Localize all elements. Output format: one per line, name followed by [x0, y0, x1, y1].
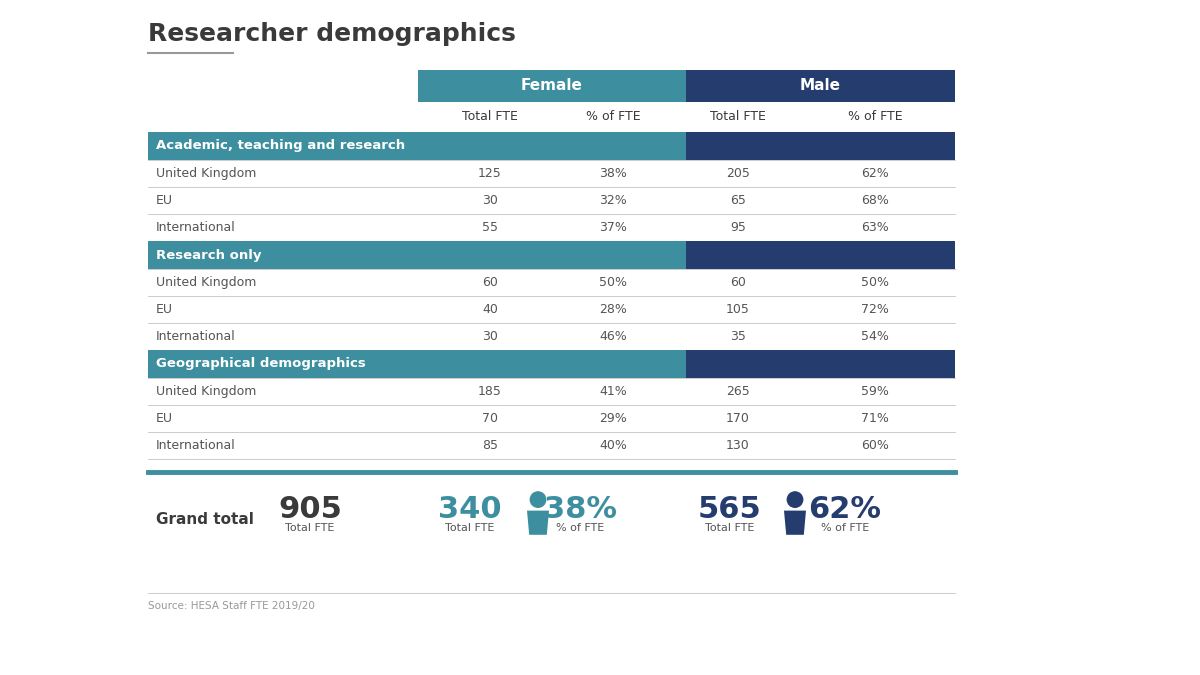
Circle shape — [787, 492, 803, 508]
Text: 70: 70 — [482, 412, 498, 425]
Text: 55: 55 — [482, 221, 498, 234]
Text: 565: 565 — [698, 495, 762, 524]
Text: Researcher demographics: Researcher demographics — [148, 22, 516, 46]
Text: % of FTE: % of FTE — [847, 111, 902, 124]
Text: 72%: 72% — [862, 303, 889, 316]
Text: 71%: 71% — [862, 412, 889, 425]
Text: 30: 30 — [482, 194, 498, 207]
Text: Geographical demographics: Geographical demographics — [156, 358, 366, 371]
Text: International: International — [156, 439, 235, 452]
Text: 50%: 50% — [599, 276, 628, 289]
Text: 63%: 63% — [862, 221, 889, 234]
Text: 59%: 59% — [862, 385, 889, 398]
Text: 37%: 37% — [599, 221, 626, 234]
Circle shape — [530, 492, 546, 508]
Text: Research only: Research only — [156, 248, 262, 261]
Text: 95: 95 — [730, 221, 746, 234]
Text: 41%: 41% — [599, 385, 626, 398]
Text: 35: 35 — [730, 330, 746, 343]
Text: 46%: 46% — [599, 330, 626, 343]
Text: 105: 105 — [726, 303, 750, 316]
Text: Total FTE: Total FTE — [462, 111, 518, 124]
Text: 62%: 62% — [809, 495, 882, 524]
Text: 60: 60 — [482, 276, 498, 289]
Text: 28%: 28% — [599, 303, 626, 316]
Text: 60%: 60% — [862, 439, 889, 452]
Polygon shape — [527, 510, 550, 535]
Text: 40%: 40% — [599, 439, 626, 452]
Bar — [686, 241, 955, 269]
Text: Female: Female — [521, 78, 583, 94]
Text: 50%: 50% — [862, 276, 889, 289]
Bar — [148, 241, 686, 269]
Text: United Kingdom: United Kingdom — [156, 167, 257, 180]
Text: 85: 85 — [482, 439, 498, 452]
Text: 265: 265 — [726, 385, 750, 398]
Text: Total FTE: Total FTE — [706, 523, 755, 533]
Text: 125: 125 — [478, 167, 502, 180]
Text: International: International — [156, 330, 235, 343]
Text: 170: 170 — [726, 412, 750, 425]
Polygon shape — [784, 510, 806, 535]
Bar — [686, 132, 955, 160]
Text: % of FTE: % of FTE — [586, 111, 641, 124]
Text: 40: 40 — [482, 303, 498, 316]
Bar — [148, 132, 686, 160]
Text: Male: Male — [800, 78, 841, 94]
Text: EU: EU — [156, 303, 173, 316]
Text: Source: HESA Staff FTE 2019/20: Source: HESA Staff FTE 2019/20 — [148, 601, 314, 611]
Text: EU: EU — [156, 412, 173, 425]
Text: 65: 65 — [730, 194, 746, 207]
Text: 38%: 38% — [599, 167, 626, 180]
Text: Academic, teaching and research: Academic, teaching and research — [156, 140, 406, 153]
Text: United Kingdom: United Kingdom — [156, 276, 257, 289]
Text: Grand total: Grand total — [156, 512, 254, 527]
Text: 905: 905 — [278, 495, 342, 524]
Text: Total FTE: Total FTE — [445, 523, 494, 533]
Bar — [418, 70, 686, 102]
Text: 185: 185 — [478, 385, 502, 398]
Text: 38%: 38% — [544, 495, 617, 524]
Text: 68%: 68% — [862, 194, 889, 207]
Text: 60: 60 — [730, 276, 746, 289]
Text: 62%: 62% — [862, 167, 889, 180]
Text: % of FTE: % of FTE — [556, 523, 604, 533]
Text: 32%: 32% — [599, 194, 626, 207]
Text: 54%: 54% — [862, 330, 889, 343]
Text: 29%: 29% — [599, 412, 626, 425]
Bar — [148, 350, 686, 378]
Text: Total FTE: Total FTE — [710, 111, 766, 124]
Text: International: International — [156, 221, 235, 234]
Text: United Kingdom: United Kingdom — [156, 385, 257, 398]
Text: 340: 340 — [438, 495, 502, 524]
Text: EU: EU — [156, 194, 173, 207]
Bar — [686, 350, 955, 378]
Bar — [686, 70, 955, 102]
Text: Total FTE: Total FTE — [286, 523, 335, 533]
Text: 205: 205 — [726, 167, 750, 180]
Text: 30: 30 — [482, 330, 498, 343]
Text: % of FTE: % of FTE — [821, 523, 869, 533]
Text: 130: 130 — [726, 439, 750, 452]
